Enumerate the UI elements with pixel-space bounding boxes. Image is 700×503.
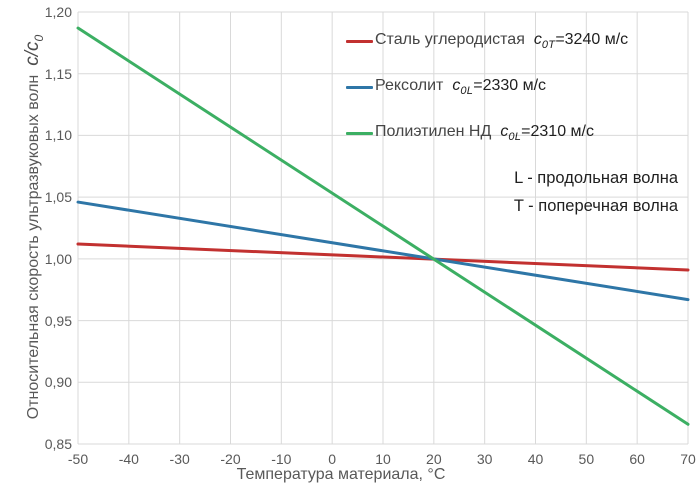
legend-symbol: c0L [452, 76, 474, 98]
x-tick-label: 10 [375, 451, 391, 467]
x-tick-label: 20 [426, 451, 442, 467]
legend-symbol: c0L [500, 122, 522, 144]
x-axis-title: Температура материала, °C [0, 466, 682, 484]
legend-value: =3240 м/с [555, 30, 629, 48]
legend-series-name: Сталь углеродистая [375, 30, 525, 48]
x-tick-label: 30 [476, 451, 493, 467]
legend-line-swatch [346, 85, 373, 89]
y-axis-title-math: c/c0 [22, 34, 46, 66]
y-tick-label: 1,15 [44, 65, 72, 82]
legend-symbol: c0T [533, 30, 556, 52]
x-tick-label: -30 [169, 451, 190, 467]
plot-area [76, 11, 690, 445]
legend-series-name: Рексолит [375, 76, 444, 94]
y-axis-title-text: Относительная скорость ультразвуковых во… [25, 74, 43, 420]
legend-value: =2330 м/с [473, 76, 547, 94]
wave-type-annotations: L - продольная волна T - поперечная волн… [514, 164, 678, 220]
x-axis-title-text: Температура материала, °C [236, 466, 446, 483]
x-tick-label: -40 [118, 451, 139, 467]
x-tick-label: -10 [271, 451, 292, 467]
legend-item-polyethylene: Полиэтилен НД c0L=2310 м/с [346, 122, 628, 144]
legend-line-swatch [346, 131, 373, 135]
legend-series-name: Полиэтилен НД [375, 122, 492, 140]
annotation-transverse: T - поперечная волна [513, 197, 678, 215]
legend-line-swatch [346, 39, 373, 43]
series-line-2 [76, 26, 690, 426]
series-line-0 [76, 242, 690, 272]
annotation-longitudinal: L - продольная волна [514, 169, 678, 187]
x-tick-label: -50 [67, 451, 89, 467]
legend-value: =2310 м/с [521, 122, 594, 140]
legend: Сталь углеродистая c0T=3240 м/с Рексолит c… [346, 30, 628, 144]
y-tick-label: 1,10 [44, 127, 72, 144]
y-tick-label: 1,05 [44, 189, 72, 206]
y-axis-title: Относительная скорость ультразвуковых во… [22, 35, 46, 420]
y-tick-label: 1,20 [44, 4, 72, 20]
y-tick-label: 0,85 [44, 436, 72, 452]
x-tick-label: -20 [220, 451, 241, 467]
y-tick-label: 1,00 [44, 250, 72, 267]
x-tick-label: 40 [527, 451, 544, 467]
x-tick-label: 60 [629, 451, 645, 467]
series-line-1 [76, 200, 690, 302]
legend-item-rexolite: Рексолит c0L=2330 м/с [346, 76, 628, 98]
x-tick-label: 0 [328, 451, 337, 467]
chart-canvas [76, 11, 690, 445]
y-axis-ticks: 1,20 1,15 1,10 1,05 1,00 0,95 0,90 0,85 [0, 0, 72, 503]
y-tick-label: 0,90 [44, 374, 72, 391]
y-tick-label: 0,95 [44, 312, 72, 329]
legend-item-steel: Сталь углеродистая c0T=3240 м/с [346, 30, 628, 52]
x-tick-label: 50 [578, 451, 595, 467]
x-tick-label: 70 [680, 451, 696, 467]
